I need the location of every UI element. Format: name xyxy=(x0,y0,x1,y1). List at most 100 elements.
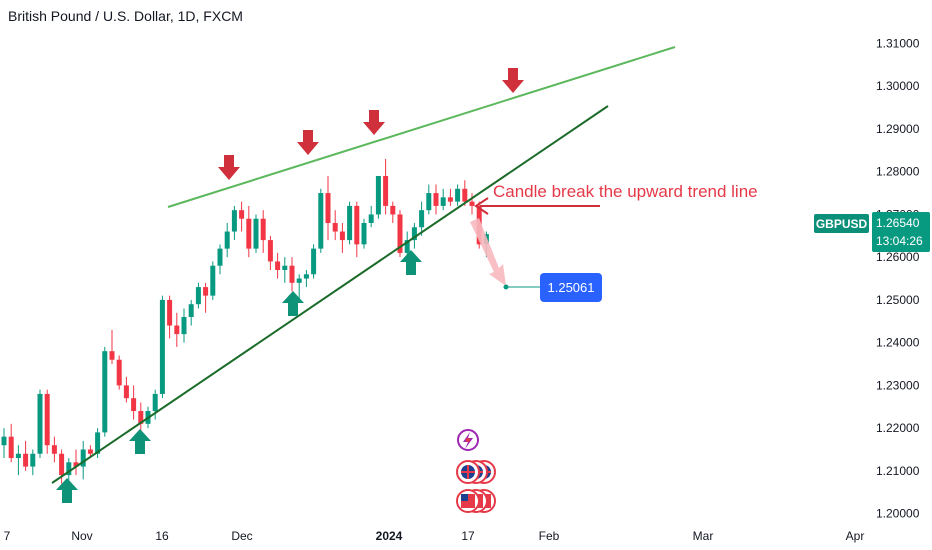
event-dot xyxy=(466,438,470,442)
candle-body xyxy=(102,351,108,433)
x-tick-label: Dec xyxy=(231,529,252,543)
x-tick-label: Nov xyxy=(71,529,92,543)
candle-body xyxy=(375,175,381,215)
candle-body xyxy=(210,265,216,296)
candle-body xyxy=(203,287,209,296)
candle-body xyxy=(246,218,252,249)
candle-body xyxy=(296,278,302,283)
candle-body xyxy=(159,299,165,394)
projection-arrow xyxy=(470,218,506,286)
candle-body xyxy=(397,214,403,253)
candle-body xyxy=(224,231,230,249)
down-arrow-icon xyxy=(363,110,385,135)
chart-title: British Pound / U.S. Dollar, 1D, FXCM xyxy=(8,8,243,24)
candle-body xyxy=(404,240,410,253)
bar-countdown: 13:04:26 xyxy=(876,234,923,248)
candle-body xyxy=(73,462,79,467)
candle-body xyxy=(455,188,461,202)
candle-body xyxy=(231,210,237,232)
candle-body xyxy=(325,193,331,223)
candle-body xyxy=(80,449,86,467)
candle-body xyxy=(87,449,93,454)
x-tick-label: Apr xyxy=(846,529,865,543)
up-arrow-icon xyxy=(282,291,304,316)
candle-body xyxy=(217,248,223,266)
candle-body xyxy=(354,205,360,245)
candle-body xyxy=(303,274,309,279)
y-tick-label: 1.22000 xyxy=(876,421,920,435)
candle-body xyxy=(339,231,345,241)
candle-body xyxy=(383,175,389,206)
candle-body xyxy=(167,299,173,326)
annotation-text: Candle break the upward trend line xyxy=(493,182,758,201)
up-arrow-icon xyxy=(56,478,78,503)
y-tick-label: 1.23000 xyxy=(876,378,920,392)
y-tick-label: 1.20000 xyxy=(876,507,920,521)
candle-body xyxy=(260,218,266,241)
candle-body xyxy=(95,432,101,454)
candle-body xyxy=(123,385,129,399)
x-tick-label: 2024 xyxy=(376,529,403,543)
candle-body xyxy=(30,453,36,467)
candle-body xyxy=(411,227,417,241)
candle-body xyxy=(51,445,57,454)
candle-body xyxy=(188,304,194,318)
down-arrow-icon xyxy=(218,155,240,180)
y-tick-label: 1.31000 xyxy=(876,37,920,51)
down-arrow-icon xyxy=(297,130,319,155)
current-price-label: 1.26540 13:04:26 xyxy=(872,212,930,252)
symbol-badge: GBPUSD xyxy=(814,214,869,233)
current-price-value: 1.26540 xyxy=(876,216,920,230)
candle-body xyxy=(462,188,468,202)
target-price-label: 1.25061 xyxy=(540,273,602,302)
resistance-trend-line xyxy=(167,46,676,208)
candle-body xyxy=(275,261,281,270)
candle-body xyxy=(267,240,273,262)
candle-body xyxy=(368,214,374,223)
up-arrow-icon xyxy=(400,250,422,275)
y-tick-label: 1.29000 xyxy=(876,122,920,136)
y-tick-label: 1.24000 xyxy=(876,336,920,350)
candle-body xyxy=(390,205,396,215)
x-tick-label: Feb xyxy=(539,529,560,543)
annotation-arrow-head xyxy=(474,197,489,215)
candle-body xyxy=(347,205,353,241)
candle-body xyxy=(15,453,21,459)
uk-flag-cross xyxy=(461,465,475,479)
x-tick-label: Mar xyxy=(693,529,714,543)
x-tick-label: 16 xyxy=(155,529,169,543)
candle-body xyxy=(253,218,259,249)
up-arrow-icon xyxy=(129,429,151,454)
candle-body xyxy=(361,222,367,245)
y-tick-label: 1.26000 xyxy=(876,250,920,264)
candle-body xyxy=(282,265,288,270)
support-trend-line xyxy=(51,105,609,484)
y-tick-label: 1.28000 xyxy=(876,165,920,179)
candles xyxy=(1,158,489,484)
candle-body xyxy=(289,265,295,283)
candle-body xyxy=(109,351,115,360)
candle-body xyxy=(419,210,425,228)
y-tick-label: 1.21000 xyxy=(876,464,920,478)
annotations: Candle break the upward trend line xyxy=(51,46,758,513)
candle-body xyxy=(440,197,446,206)
x-axis: 7 Nov 16 Dec 2024 17 Feb Mar Apr xyxy=(4,529,865,543)
candle-body xyxy=(332,222,338,232)
candle-body xyxy=(116,359,122,386)
x-tick-label: 17 xyxy=(461,529,475,543)
candle-body xyxy=(44,393,50,446)
candle-body xyxy=(447,197,453,202)
candle-body xyxy=(138,411,144,424)
candle-body xyxy=(469,201,475,206)
candle-body xyxy=(59,453,65,476)
candle-body xyxy=(195,287,201,305)
candle-body xyxy=(131,398,137,412)
down-arrow-icon xyxy=(502,68,524,93)
candle-body xyxy=(66,462,72,476)
candle-body xyxy=(311,248,317,275)
candle-body xyxy=(239,210,245,219)
us-flag-canton xyxy=(461,494,468,501)
candle-body xyxy=(8,436,14,459)
y-tick-label: 1.25000 xyxy=(876,293,920,307)
